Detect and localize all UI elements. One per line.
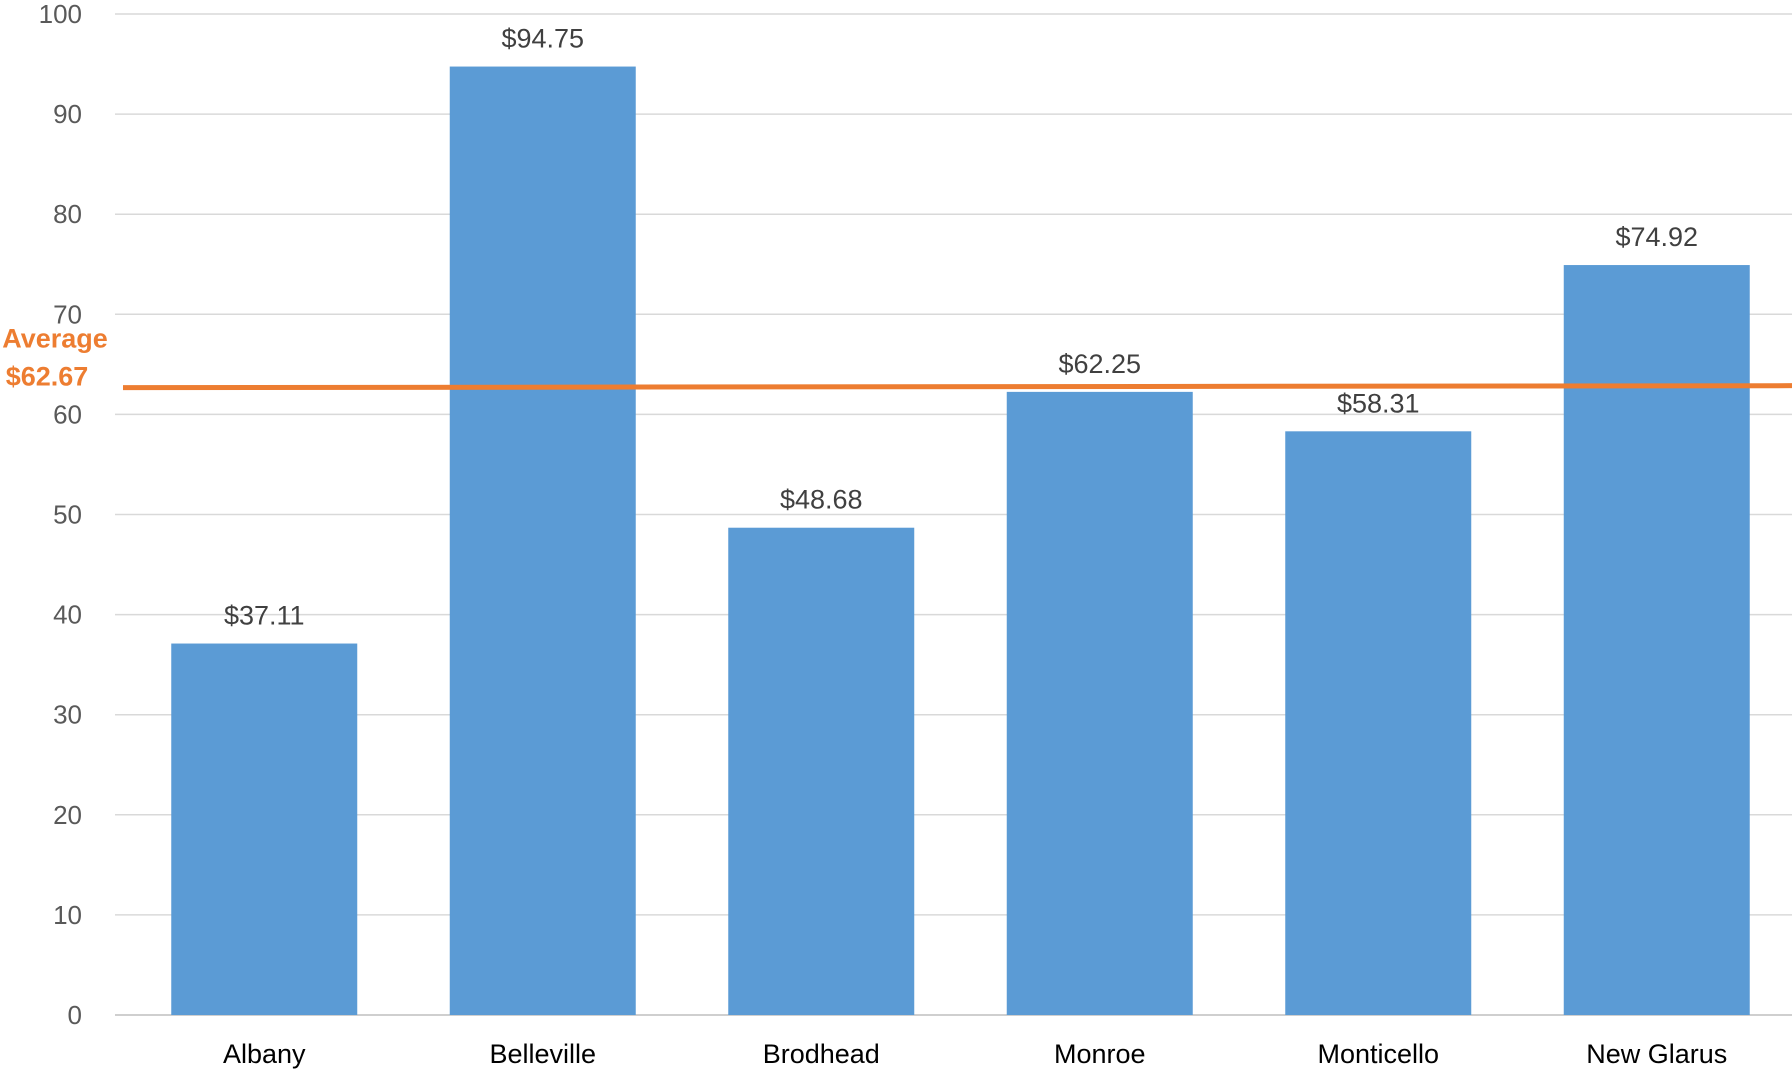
x-tick-label: Albany [223, 1039, 306, 1069]
data-labels: $37.11 $94.75 $48.68 $62.25 $58.31 $74.92 [224, 24, 1698, 631]
data-label: $48.68 [780, 485, 863, 515]
data-label: $37.11 [224, 601, 305, 631]
average-label-title: Average [2, 324, 108, 354]
bar [1285, 431, 1472, 1015]
data-label: $94.75 [501, 24, 584, 54]
x-tick-label: Monroe [1054, 1039, 1146, 1069]
x-tick-label: Brodhead [763, 1039, 880, 1069]
y-tick-label: 80 [53, 199, 82, 229]
y-tick-label: 90 [53, 99, 82, 129]
y-tick-label: 70 [53, 299, 82, 329]
gridlines [115, 13, 1792, 1016]
x-tick-label: Belleville [489, 1039, 596, 1069]
bar [1563, 265, 1750, 1016]
x-axis-ticks: Albany Belleville Brodhead Monroe Monticello… [223, 1039, 1727, 1069]
x-tick-label: New Glarus [1586, 1039, 1727, 1069]
bar [171, 643, 358, 1015]
average-line-group: Average $62.67 [2, 324, 1792, 392]
y-tick-label: 40 [53, 600, 82, 630]
x-tick-label: Monticello [1317, 1039, 1439, 1069]
y-tick-label: 20 [53, 800, 82, 830]
y-tick-label: 50 [53, 500, 82, 530]
bars [171, 66, 1750, 1016]
average-label-value: $62.67 [6, 362, 89, 392]
y-axis-ticks: 0 10 20 30 40 50 60 70 80 90 100 [39, 0, 82, 1030]
bar [449, 66, 636, 1016]
y-tick-label: 10 [53, 900, 82, 930]
bar [728, 527, 915, 1015]
data-label: $74.92 [1615, 222, 1698, 252]
y-tick-label: 60 [53, 399, 82, 429]
data-label: $62.25 [1058, 349, 1141, 379]
data-label: $58.31 [1337, 388, 1420, 418]
average-line [122, 383, 1792, 391]
y-tick-label: 30 [53, 700, 82, 730]
bar [1006, 391, 1193, 1015]
y-tick-label: 100 [39, 0, 82, 29]
y-tick-label: 0 [68, 1000, 82, 1030]
